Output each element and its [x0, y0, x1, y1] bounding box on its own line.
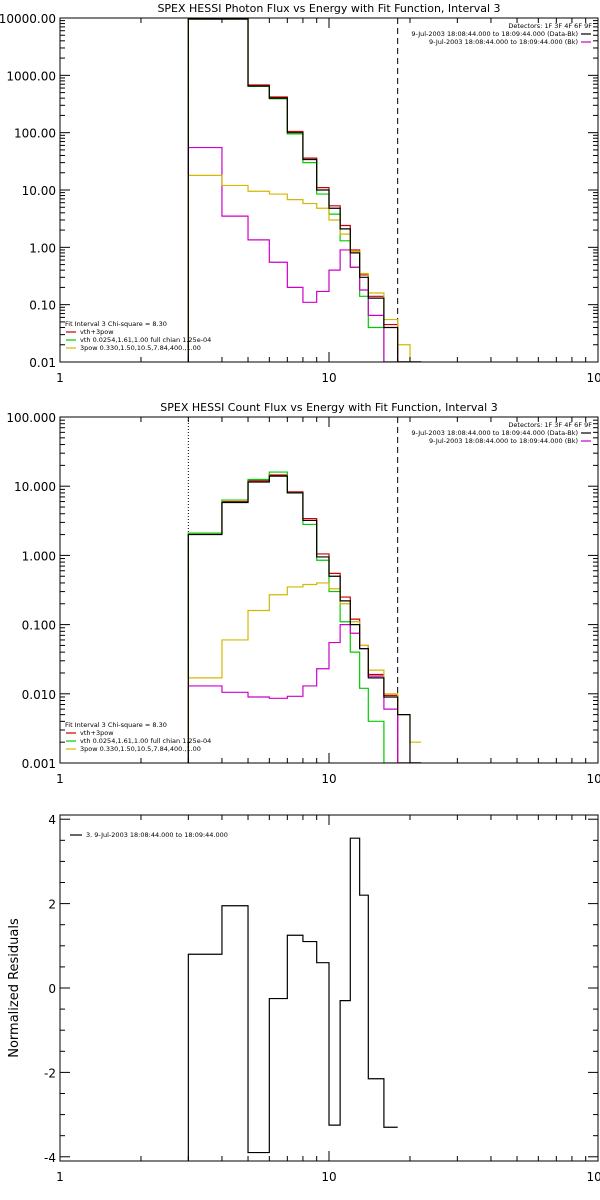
chart-0-series-4 — [187, 18, 422, 362]
chart-0-series-3 — [187, 174, 422, 362]
chart-1-ytick-label-2: 1.000 — [22, 549, 56, 563]
chart-0-ytick-label-1: 1000.00 — [6, 69, 56, 83]
chart-1-ytick-label-4: 0.010 — [22, 688, 56, 702]
chart-0-xtick-label-2: 100 — [587, 371, 600, 385]
chart-1-legend-left-entry-2: 3pow 0.330,1.50,10.5,7.84,400.,1.00 — [80, 745, 201, 753]
chart-2-xtick-label-2: 100 — [587, 1170, 600, 1184]
chart-1-series-0 — [187, 474, 422, 763]
chart-2-xtick-label-0: 1 — [56, 1170, 64, 1184]
chart-0-xtick-label-1: 10 — [321, 371, 336, 385]
chart-0-ytick-label-0: 10000.00 — [0, 12, 56, 26]
chart-1-xtick-label-2: 100 — [587, 772, 600, 786]
chart-1-ytick-label-1: 10.000 — [14, 480, 56, 494]
chart-0-series-0 — [187, 18, 422, 362]
chart-1-legend-left-entry-1: vth 0.0254,1.61,1.00 full chian 1.25e-04 — [80, 737, 211, 745]
chart-0-legend-left-entry-2: 3pow 0.330,1.50,10.5,7.84,400.,1.00 — [80, 344, 201, 352]
chart-2-legend-left-entry-0: 3. 9-Jul-2003 18:08:44.000 to 18:09:44.0… — [86, 831, 228, 839]
chart-0-ytick-label-2: 100.00 — [14, 127, 56, 141]
chart-2-ytick-label-3: -2 — [44, 1066, 56, 1080]
chart-2-ytick-label-0: 4 — [48, 813, 56, 827]
chart-1-legend-left-header: Fit Interval 3 Chi-square = 8.30 — [65, 721, 167, 729]
chart-1-xtick-label-1: 10 — [321, 772, 336, 786]
chart-1-legend-right-entry-1: 9-Jul-2003 18:08:44.000 to 18:09:44.000 … — [429, 437, 578, 445]
chart-0-ytick-label-4: 1.00 — [29, 241, 56, 255]
chart-1-legend-right-entry-0: 9-Jul-2003 18:08:44.000 to 18:09:44.000 … — [411, 429, 578, 437]
chart-0-ytick-label-3: 10.00 — [22, 184, 56, 198]
chart-0-title: SPEX HESSI Photon Flux vs Energy with Fi… — [157, 2, 500, 15]
chart-2-ylabel: Normalized Residuals — [7, 918, 22, 1058]
chart-1-series-1 — [187, 471, 422, 763]
chart-0-ytick-label-6: 0.01 — [29, 356, 56, 370]
chart-1-ytick-label-3: 0.100 — [22, 619, 56, 633]
chart-0-legend-right-entry-0: 9-Jul-2003 18:08:44.000 to 18:09:44.000 … — [411, 30, 578, 38]
chart-2-xtick-label-1: 10 — [321, 1170, 336, 1184]
chart-2-series-0 — [187, 837, 398, 1161]
chart-0-ytick-label-5: 0.10 — [29, 299, 56, 313]
chart-1-ytick-label-5: 0.001 — [22, 757, 56, 771]
chart-0-legend-right-entry-1: 9-Jul-2003 18:08:44.000 to 18:09:44.000 … — [429, 38, 578, 46]
chart-0-legend-left-entry-0: vth+3pow — [80, 328, 114, 336]
chart-2-ytick-label-2: 0 — [48, 982, 56, 996]
chart-1-series-4 — [187, 475, 422, 763]
chart-0-legend-left-header: Fit Interval 3 Chi-square = 8.30 — [65, 320, 167, 328]
chart-1-xtick-label-0: 1 — [56, 772, 64, 786]
chart-0-legend-right-header: Detectors: 1F 3F 4F 6F 9F — [508, 22, 592, 30]
chart-0-xtick-label-0: 1 — [56, 371, 64, 385]
chart-0-series-1 — [187, 18, 422, 362]
chart-2-ytick-label-1: 2 — [48, 898, 56, 912]
chart-1-legend-right-header: Detectors: 1F 3F 4F 6F 9F — [508, 421, 592, 429]
chart-2-ytick-label-4: -4 — [44, 1151, 56, 1165]
chart-1-ytick-label-0: 100.000 — [6, 411, 56, 425]
chart-0-legend-left-entry-1: vth 0.0254,1.61,1.00 full chian 1.25e-04 — [80, 336, 211, 344]
chart-1-legend-left-entry-0: vth+3pow — [80, 729, 114, 737]
chart-0-series-2 — [187, 146, 422, 362]
chart-1-series-3 — [187, 582, 422, 763]
chart-1-title: SPEX HESSI Count Flux vs Energy with Fit… — [160, 401, 497, 414]
